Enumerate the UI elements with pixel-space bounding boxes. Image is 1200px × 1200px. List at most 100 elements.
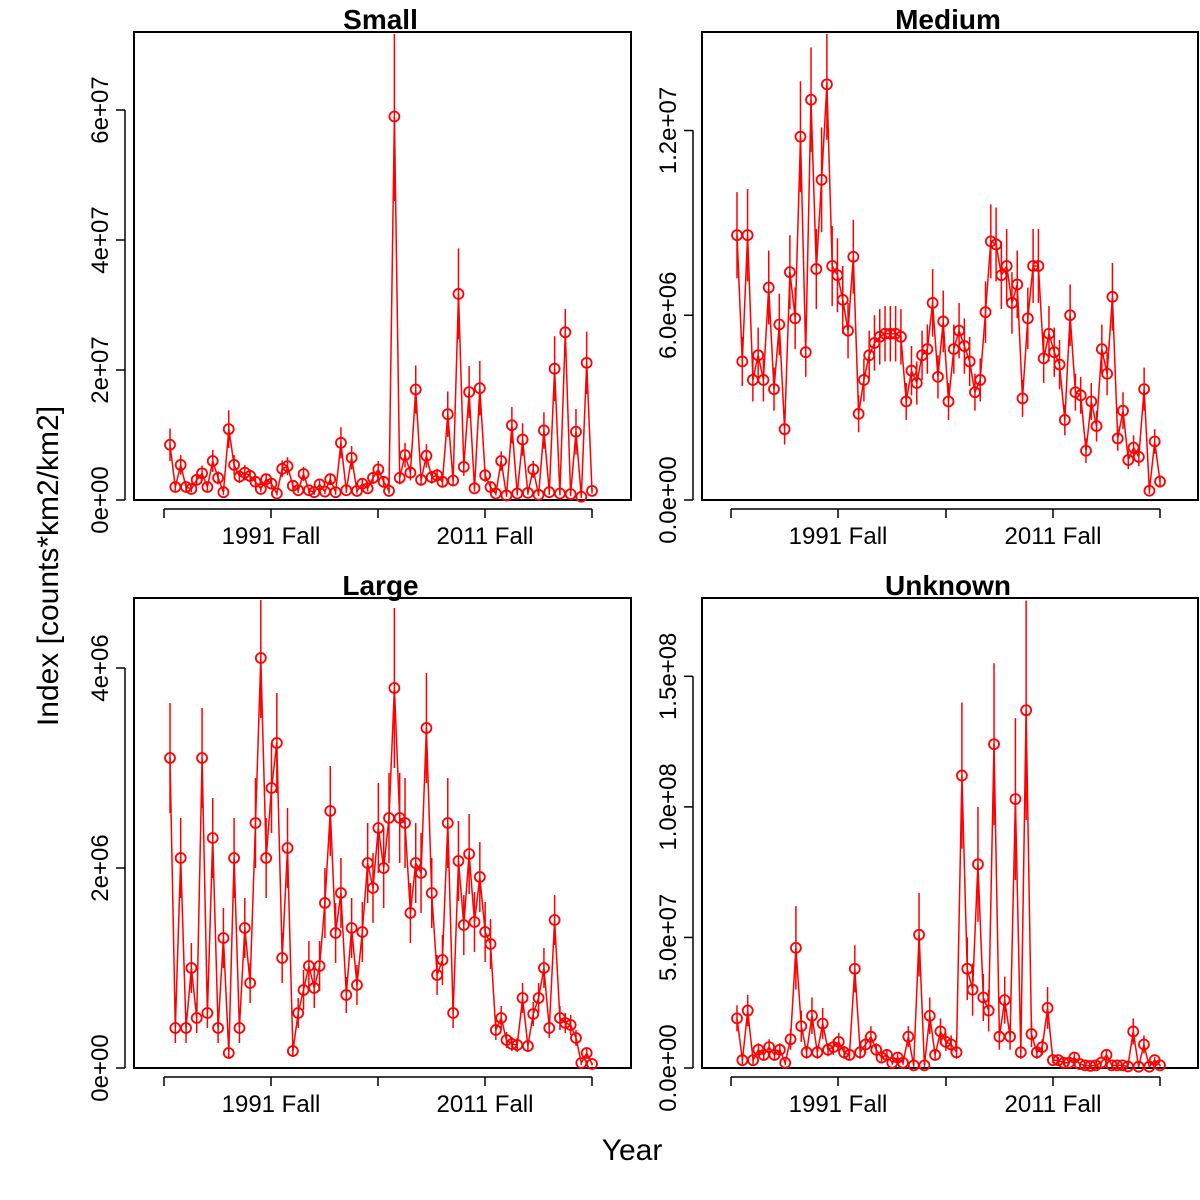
data-point (815, 173, 828, 186)
data-point (164, 752, 176, 764)
y-tick-label: 4e+07 (87, 206, 114, 273)
data-point (1011, 278, 1024, 291)
data-point (1021, 312, 1034, 325)
data-point (950, 1046, 963, 1059)
data-point (1009, 793, 1022, 805)
data-point (1025, 1028, 1038, 1040)
data-point (441, 408, 454, 421)
plot-frame (701, 31, 1199, 501)
x-tick-label: 1991 Fall (789, 1091, 888, 1118)
plot-frame (701, 597, 1199, 1069)
data-point (870, 1043, 883, 1056)
data-point (1132, 450, 1145, 463)
data-point (559, 326, 572, 339)
x-axis-label: Year (602, 1134, 663, 1167)
data-point (265, 477, 278, 490)
data-point (1020, 704, 1033, 717)
data-point (1041, 1002, 1054, 1014)
data-point (1111, 432, 1124, 445)
panels: Small 1991 Fall 2011 Fall 0e+00 2e+07 4e+07 6e… (87, 4, 1199, 1118)
data-point (270, 737, 283, 749)
data-point (832, 1035, 845, 1048)
data-point (244, 977, 257, 989)
data-point (180, 1022, 192, 1034)
data-point (982, 1004, 995, 1017)
data-point (988, 738, 1000, 751)
data-point (934, 1025, 947, 1038)
data-point (1154, 475, 1166, 488)
y-tick-label: 0.0e+00 (655, 456, 682, 543)
data-point (228, 852, 241, 864)
data-point (1058, 414, 1071, 426)
data-point (1100, 1049, 1113, 1061)
data-point (254, 652, 267, 664)
data-point (843, 1049, 856, 1061)
data-point (945, 1038, 958, 1051)
data-point (1090, 420, 1103, 433)
data-point (1085, 395, 1098, 408)
data-point (848, 962, 861, 975)
data-point (538, 962, 550, 974)
data-point (1148, 435, 1161, 448)
data-point (281, 842, 294, 854)
data-point (324, 473, 337, 486)
data-point (852, 407, 865, 420)
data-point (185, 483, 198, 495)
data-point (570, 425, 582, 438)
y-tick-label: 0.0e+00 (655, 1024, 682, 1111)
data-point (420, 722, 433, 734)
data-point (206, 455, 219, 467)
data-point (768, 383, 780, 396)
data-point (190, 1012, 203, 1024)
data-point (570, 1032, 582, 1044)
data-point (842, 324, 854, 337)
data-point (351, 979, 363, 991)
data-point (217, 486, 230, 499)
data-point (1143, 484, 1156, 497)
data-point (913, 928, 925, 941)
data-point (260, 852, 273, 864)
data-point (921, 343, 934, 356)
data-point (736, 355, 749, 368)
data-point (415, 473, 427, 486)
data-point (527, 463, 540, 476)
data-point (415, 867, 427, 879)
data-point (564, 1019, 577, 1031)
data-point (479, 469, 492, 482)
data-point (532, 488, 545, 501)
data-point (1004, 1030, 1016, 1043)
panel-unknown: Unknown 1991 Fall 2011 Fall 0.0e+00 5.0e+07 1… (655, 570, 1199, 1118)
data-point (377, 475, 390, 488)
x-tick-label: 1991 Fall (222, 523, 321, 550)
x-tick-label: 2011 Fall (1005, 1091, 1102, 1118)
y-axis-label: Index [counts*km2/km2] (32, 406, 65, 726)
data-point (447, 1007, 460, 1019)
x-tick-label: 1991 Fall (789, 523, 888, 550)
data-point (404, 466, 417, 479)
data-point (757, 374, 770, 386)
data-point (752, 349, 765, 362)
data-point (902, 1030, 915, 1043)
data-point (516, 433, 529, 446)
data-point (773, 318, 786, 331)
data-point (372, 463, 385, 476)
data-point (196, 467, 208, 480)
data-point (409, 383, 422, 396)
y-tick-label: 4e+06 (87, 634, 114, 701)
data-point (297, 468, 310, 480)
data-point (1117, 404, 1129, 417)
data-point (335, 436, 347, 449)
data-point (762, 281, 775, 294)
data-point (1016, 392, 1029, 405)
data-point (457, 460, 470, 473)
y-tick-label: 2e+07 (87, 336, 114, 403)
data-point (937, 315, 950, 328)
data-point (473, 382, 486, 395)
data-point (795, 1020, 808, 1033)
data-point (377, 862, 390, 874)
data-point (805, 93, 817, 106)
data-point (436, 954, 449, 966)
x-tick-label: 1991 Fall (222, 1091, 321, 1118)
data-point (222, 423, 235, 436)
